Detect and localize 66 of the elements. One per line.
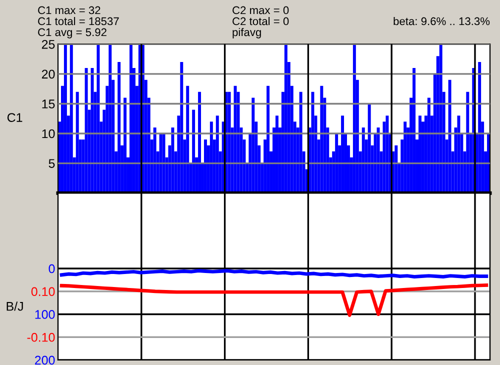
bar	[76, 92, 79, 194]
bar	[311, 92, 314, 194]
y-axis-title: C1	[7, 113, 22, 122]
bar	[96, 44, 100, 194]
bar	[457, 116, 460, 194]
bar	[394, 145, 398, 194]
text: pifavg	[232, 28, 261, 38]
y-tick-label: 200	[35, 356, 55, 365]
text: beta: 9.6% .. 13.3%	[394, 17, 490, 26]
bar	[198, 92, 202, 194]
bar	[448, 80, 452, 194]
y2-axis-title: B/J	[6, 302, 23, 311]
bar	[418, 116, 422, 194]
bar	[320, 86, 324, 194]
bar	[368, 104, 371, 194]
bar	[386, 116, 389, 194]
y-tick-label: 15	[42, 100, 55, 108]
bar	[427, 98, 430, 194]
text: C2 max = 0	[232, 6, 289, 14]
bar	[362, 128, 365, 194]
bar	[252, 98, 255, 194]
text: C2 total = 0	[232, 17, 289, 26]
bar	[228, 92, 231, 194]
bar	[266, 86, 270, 194]
bar	[216, 116, 219, 194]
bar	[204, 139, 207, 194]
y2-tick-label: -0.10	[27, 332, 55, 342]
y-tick-label: 25	[42, 40, 55, 49]
bar	[404, 122, 407, 194]
y-tick-label: 0	[48, 264, 55, 274]
bar	[352, 44, 356, 194]
bar	[162, 134, 166, 194]
text: C1 total = 18537	[38, 17, 119, 26]
line-series	[60, 283, 488, 317]
y-tick-label: 20	[42, 70, 55, 79]
bar	[159, 134, 162, 194]
bar	[186, 86, 190, 194]
bar	[299, 92, 302, 194]
bar	[153, 128, 156, 194]
text: C1 max = 32	[38, 6, 100, 14]
bar	[478, 62, 482, 194]
bar	[64, 44, 67, 194]
y2-tick-label: 0.10	[31, 287, 55, 296]
bar	[284, 44, 288, 194]
y-tick-label: 5	[48, 159, 55, 168]
bar	[124, 98, 127, 194]
y-tick-label: 10	[42, 129, 55, 138]
bar	[70, 44, 73, 194]
bar	[341, 116, 344, 194]
bar	[180, 62, 184, 194]
text: C1 avg = 5.92	[38, 28, 106, 38]
bar	[171, 128, 174, 194]
bar	[210, 122, 213, 194]
bar	[335, 134, 338, 194]
y-tick-label: 100	[35, 310, 55, 319]
bar	[376, 128, 380, 194]
bar	[118, 62, 121, 194]
bar	[108, 44, 112, 194]
bar	[466, 92, 470, 194]
bar	[192, 110, 196, 194]
bar	[412, 68, 416, 194]
bar	[439, 44, 442, 194]
bar	[130, 44, 132, 194]
bar	[84, 68, 88, 194]
bar	[234, 86, 237, 194]
bar	[90, 68, 94, 194]
